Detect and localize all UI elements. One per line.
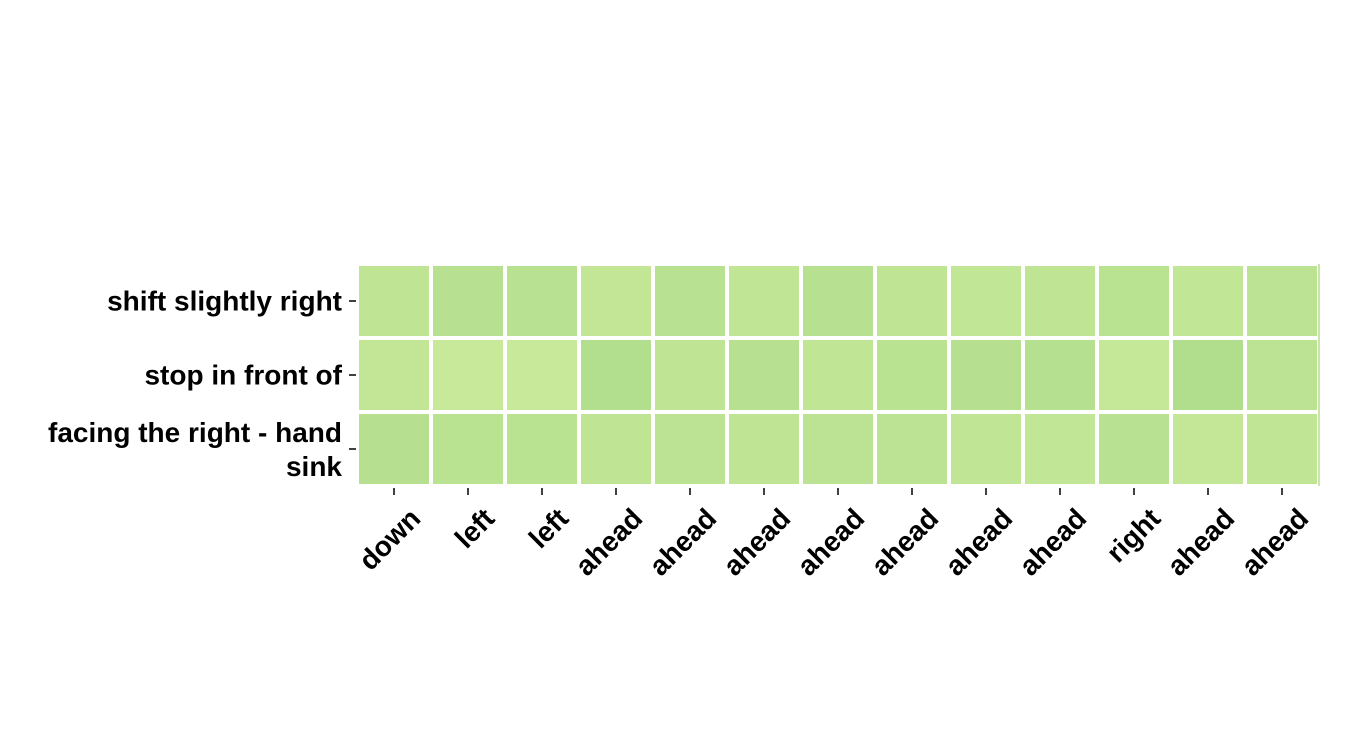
heatmap-cell <box>729 414 799 484</box>
heatmap-cell <box>359 340 429 410</box>
heatmap-cell <box>581 414 651 484</box>
x-tick-label: ahead <box>939 502 1018 581</box>
y-tick-label: shift slightly right <box>107 286 342 317</box>
heatmap-cell <box>951 340 1021 410</box>
heatmap-cell <box>1025 340 1095 410</box>
y-tick-label-line: facing the right - hand <box>48 417 342 448</box>
heatmap-cell <box>433 414 503 484</box>
heatmap-cell <box>507 414 577 484</box>
heatmap-cell <box>877 414 947 484</box>
heatmap-cell <box>951 414 1021 484</box>
y-tick-label: stop in front of <box>144 360 342 391</box>
y-tick-label: facing the right - hand sink <box>48 417 342 482</box>
heatmap-cell <box>507 266 577 336</box>
x-tick-label: ahead <box>569 502 648 581</box>
x-tick-label: ahead <box>643 502 722 581</box>
heatmap-cell <box>433 340 503 410</box>
heatmap-cell <box>1025 266 1095 336</box>
heatmap-cell <box>1173 340 1243 410</box>
heatmap-cell <box>433 266 503 336</box>
heatmap-cell <box>729 266 799 336</box>
x-tick-label: down <box>353 502 427 576</box>
heatmap-cell <box>803 414 873 484</box>
heatmap-cell <box>951 266 1021 336</box>
heatmap-cell <box>655 414 725 484</box>
x-tick-label: left <box>523 502 575 554</box>
heatmap-cell <box>1247 340 1317 410</box>
heatmap-cell <box>1247 414 1317 484</box>
heatmap-cell <box>1099 414 1169 484</box>
heatmap-cell <box>359 266 429 336</box>
heatmap-cell <box>359 414 429 484</box>
heatmap-cell <box>655 266 725 336</box>
heatmap-cell <box>1247 266 1317 336</box>
x-tick-label: ahead <box>717 502 796 581</box>
heatmap-cell <box>655 340 725 410</box>
heatmap-cell <box>729 340 799 410</box>
heatmap-cell <box>877 266 947 336</box>
x-tick-label: right <box>1100 502 1166 568</box>
x-tick-label: ahead <box>791 502 870 581</box>
heatmap-cell <box>877 340 947 410</box>
heatmap-cell <box>1173 266 1243 336</box>
heatmap-cell <box>1099 340 1169 410</box>
heatmap-cell <box>1173 414 1243 484</box>
heatmap-cell <box>803 266 873 336</box>
x-tick-label: left <box>449 502 501 554</box>
x-tick-label: ahead <box>1013 502 1092 581</box>
heatmap-cell <box>1025 414 1095 484</box>
heatmap-cell <box>581 266 651 336</box>
x-tick-label: ahead <box>1235 502 1314 581</box>
x-tick-label: ahead <box>1161 502 1240 581</box>
heatmap-cell <box>1099 266 1169 336</box>
y-tick-label-line: sink <box>286 451 342 482</box>
x-tick-label: ahead <box>865 502 944 581</box>
heatmap-cell <box>507 340 577 410</box>
heatmap-cell <box>581 340 651 410</box>
heatmap-cell <box>803 340 873 410</box>
